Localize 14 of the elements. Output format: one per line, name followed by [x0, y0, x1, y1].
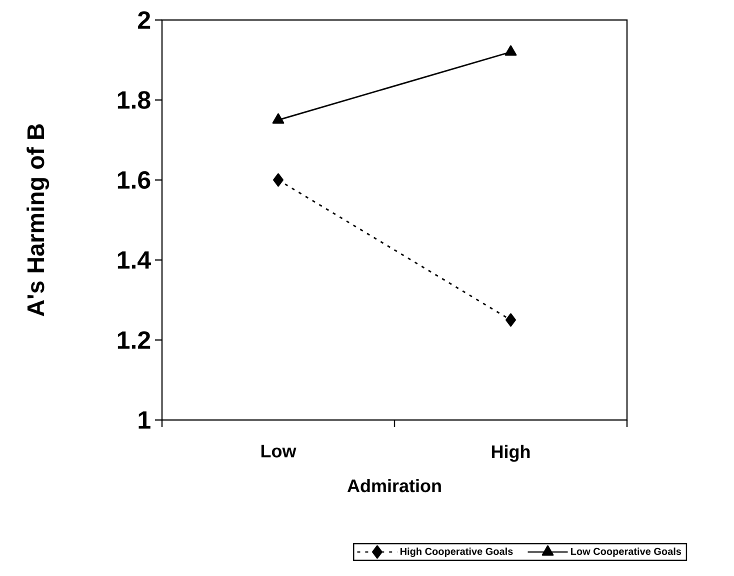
y-tick-label: 1.6 — [118, 171, 150, 189]
y-tick-label: 2 — [138, 11, 150, 29]
x-tick-label: Low — [261, 444, 296, 458]
point — [273, 173, 284, 187]
y-tick-label: 1.8 — [118, 91, 150, 109]
y-tick-label: 1.4 — [118, 251, 151, 269]
y-axis-title: A's Harming of B — [26, 124, 50, 316]
point — [506, 313, 516, 327]
legend-label: Low Cooperative Goals — [571, 548, 682, 557]
y-tick-label: 1 — [138, 411, 150, 429]
legend-label: High Cooperative Goals — [400, 548, 513, 557]
x-tick-label: High — [492, 444, 530, 462]
x-axis-title: Admiration — [347, 478, 441, 492]
y-tick-label: 1.2 — [118, 331, 150, 349]
